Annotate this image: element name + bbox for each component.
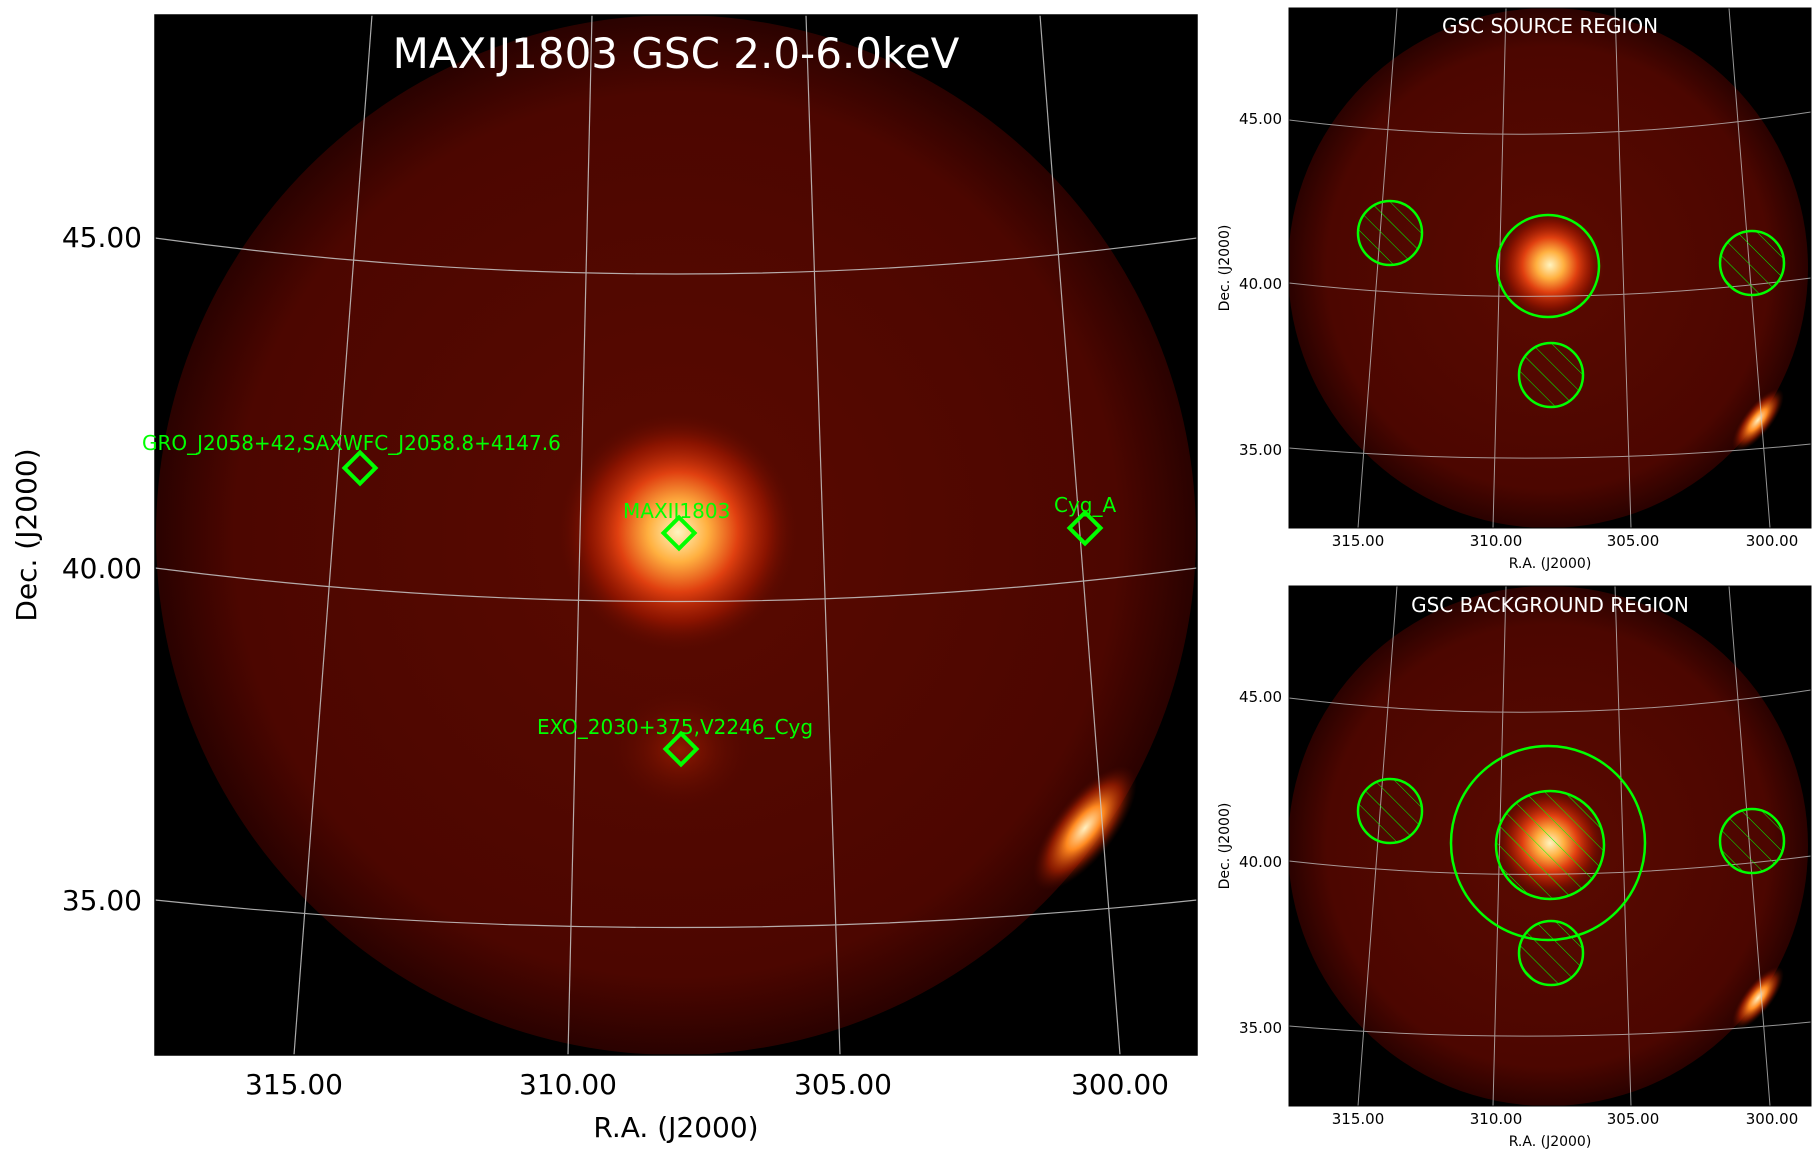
source-region-main[interactable]: [1495, 213, 1601, 319]
main-yticklabel-40: 40.00: [62, 552, 142, 585]
source-xticklabel-305: 305.00: [1607, 532, 1660, 550]
main-xticklabel-300: 300.00: [1071, 1068, 1169, 1101]
source-dec-line-45: [1289, 111, 1811, 135]
main-source-markers: [341, 449, 1104, 768]
main-coordinate-grid: [155, 15, 1197, 1055]
main-dec-line-35: [155, 899, 1197, 929]
marker-maxij1803[interactable]: [660, 514, 698, 552]
background-yticklabel-45: 45.00: [1239, 688, 1282, 706]
main-dec-line-45: [155, 237, 1197, 275]
main-xticklabel-305: 305.00: [794, 1068, 892, 1101]
source-label-gro-j2058: GRO_J2058+42,SAXWFC_J2058.8+4147.6: [142, 431, 561, 455]
background-exclude-center[interactable]: [1494, 789, 1606, 901]
background-ylabel: Dec. (J2000): [1217, 803, 1233, 890]
main-ra-line-300: [1039, 15, 1121, 1055]
source-label-cyg-a: Cyg_A: [1054, 493, 1116, 517]
background-xticklabel-305: 305.00: [1607, 1110, 1660, 1128]
background-dec-line-35: [1289, 1021, 1811, 1037]
source-yticklabel-35: 35.00: [1239, 441, 1282, 459]
main-title: MAXIJ1803 GSC 2.0-6.0keV: [393, 29, 960, 78]
source-exclude-left[interactable]: [1356, 199, 1424, 267]
source-dec-line-35: [1289, 443, 1811, 459]
marker-exo-2030[interactable]: [662, 730, 700, 768]
source-ra-line-315: [1357, 8, 1398, 528]
background-ra-line-315: [1357, 586, 1398, 1106]
main-yticklabel-35: 35.00: [62, 884, 142, 917]
main-weak-glow: [610, 690, 750, 810]
background-dec-line-45: [1289, 689, 1811, 713]
source-xticklabel-300: 300.00: [1746, 532, 1799, 550]
source-label-maxij1803: MAXIJ1803: [623, 499, 730, 523]
source-panel-title: GSC SOURCE REGION: [1442, 14, 1658, 38]
source-regions: [1356, 199, 1786, 409]
main-dec-line-40: [155, 567, 1197, 603]
source-ra-line-305: [1614, 8, 1632, 528]
background-exclude-right[interactable]: [1718, 807, 1786, 875]
main-ra-line-310: [567, 15, 593, 1055]
source-yticklabel-40: 40.00: [1239, 275, 1282, 293]
background-yticklabel-40: 40.00: [1239, 853, 1282, 871]
main-tick-labels: 45.00 40.00 35.00 315.00 310.00 305.00 3…: [62, 221, 1169, 1101]
source-frame: [1288, 7, 1812, 529]
background-xticklabel-310: 310.00: [1470, 1110, 1523, 1128]
background-exclude-bottom[interactable]: [1517, 919, 1585, 987]
source-xlabel: R.A. (J2000): [1509, 556, 1592, 572]
main-edge-glow: [1033, 766, 1137, 890]
main-panel: GRO_J2058+42,SAXWFC_J2058.8+4147.6 MAXIJ…: [10, 14, 1198, 1144]
source-ylabel: Dec. (J2000): [1217, 225, 1233, 312]
main-xticklabel-315: 315.00: [245, 1068, 343, 1101]
background-xticklabel-315: 315.00: [1332, 1110, 1385, 1128]
background-tick-labels: 45.00 40.00 35.00 315.00 310.00 305.00 3…: [1239, 688, 1798, 1128]
source-region-panel: GSC SOURCE REGION 45.00 40.00 35.00 315.…: [1217, 7, 1812, 572]
source-bright-glow: [1495, 210, 1605, 320]
main-yticklabel-45: 45.00: [62, 221, 142, 254]
main-xticklabel-310: 310.00: [519, 1068, 617, 1101]
source-ra-line-310: [1492, 8, 1507, 528]
background-xlabel: R.A. (J2000): [1509, 1134, 1592, 1150]
background-edge-glow: [1732, 966, 1784, 1030]
background-regions: [1356, 744, 1786, 987]
source-xticklabel-315: 315.00: [1332, 532, 1385, 550]
main-bright-source-glow: [558, 412, 798, 652]
main-ra-line-315: [293, 15, 373, 1055]
main-xlabel: R.A. (J2000): [593, 1111, 758, 1144]
source-yticklabel-45: 45.00: [1239, 110, 1282, 128]
main-ra-line-305: [805, 15, 841, 1055]
background-yticklabel-35: 35.00: [1239, 1019, 1282, 1037]
background-ra-line-305: [1614, 586, 1632, 1106]
background-exclude-left[interactable]: [1356, 777, 1424, 845]
background-frame: [1288, 585, 1812, 1107]
source-label-exo-2030: EXO_2030+375,V2246_Cyg: [537, 715, 813, 739]
source-edge-glow: [1732, 388, 1784, 452]
marker-gro-j2058[interactable]: [341, 449, 379, 487]
source-exclude-right[interactable]: [1718, 229, 1786, 297]
background-panel-title: GSC BACKGROUND REGION: [1411, 593, 1689, 617]
marker-cyg-a[interactable]: [1066, 509, 1104, 547]
source-exclude-bottom[interactable]: [1517, 341, 1585, 409]
background-xticklabel-300: 300.00: [1746, 1110, 1799, 1128]
source-xticklabel-310: 310.00: [1470, 532, 1523, 550]
main-ylabel: Dec. (J2000): [10, 448, 43, 621]
background-region-panel: GSC BACKGROUND REGION 45.00 40.00 35.00 …: [1217, 585, 1812, 1150]
main-frame: [154, 14, 1198, 1056]
source-tick-labels: 45.00 40.00 35.00 315.00 310.00 305.00 3…: [1239, 110, 1798, 550]
